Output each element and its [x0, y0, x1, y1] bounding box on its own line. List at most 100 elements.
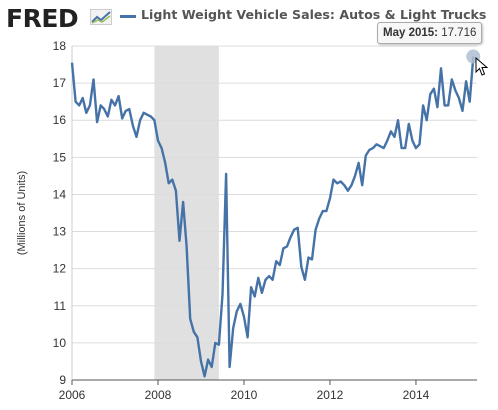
- data-point[interactable]: [353, 174, 356, 177]
- data-point[interactable]: [199, 360, 202, 363]
- data-point[interactable]: [81, 96, 84, 99]
- data-point[interactable]: [411, 139, 414, 142]
- data-point[interactable]: [361, 184, 364, 187]
- data-point[interactable]: [310, 258, 313, 261]
- data-point[interactable]: [85, 111, 88, 114]
- data-point[interactable]: [432, 87, 435, 90]
- data-point[interactable]: [457, 96, 460, 99]
- data-point[interactable]: [386, 139, 389, 142]
- data-point[interactable]: [285, 245, 288, 248]
- data-point[interactable]: [110, 98, 113, 101]
- data-point[interactable]: [221, 293, 224, 296]
- data-point[interactable]: [78, 104, 81, 107]
- data-point[interactable]: [203, 375, 206, 378]
- data-point[interactable]: [178, 239, 181, 242]
- data-point[interactable]: [138, 119, 141, 122]
- data-point[interactable]: [404, 146, 407, 149]
- data-point[interactable]: [447, 104, 450, 107]
- data-point[interactable]: [379, 145, 382, 148]
- data-point[interactable]: [454, 89, 457, 92]
- data-point[interactable]: [92, 78, 95, 81]
- data-point[interactable]: [332, 178, 335, 181]
- data-point[interactable]: [246, 336, 249, 339]
- data-point[interactable]: [328, 197, 331, 200]
- data-point[interactable]: [131, 124, 134, 127]
- data-point[interactable]: [257, 276, 260, 279]
- data-point[interactable]: [117, 95, 120, 98]
- data-point[interactable]: [146, 113, 149, 116]
- data-point[interactable]: [70, 61, 73, 64]
- data-point[interactable]: [149, 115, 152, 118]
- fred-logo[interactable]: FRED: [6, 4, 79, 33]
- series-line[interactable]: [70, 56, 475, 378]
- data-point[interactable]: [450, 78, 453, 81]
- data-point[interactable]: [192, 330, 195, 333]
- data-point[interactable]: [210, 365, 213, 368]
- data-point[interactable]: [207, 358, 210, 361]
- data-point[interactable]: [250, 286, 253, 289]
- data-point[interactable]: [436, 106, 439, 109]
- data-point[interactable]: [128, 107, 131, 110]
- data-point[interactable]: [289, 236, 292, 239]
- data-point[interactable]: [307, 256, 310, 259]
- data-point[interactable]: [468, 100, 471, 103]
- data-point[interactable]: [185, 245, 188, 248]
- data-point[interactable]: [153, 119, 156, 122]
- data-point[interactable]: [267, 274, 270, 277]
- data-point[interactable]: [364, 154, 367, 157]
- data-point[interactable]: [318, 217, 321, 220]
- data-point[interactable]: [214, 341, 217, 344]
- data-point[interactable]: [228, 365, 231, 368]
- data-point[interactable]: [264, 278, 267, 281]
- data-point[interactable]: [113, 104, 116, 107]
- data-point[interactable]: [368, 148, 371, 151]
- data-point[interactable]: [300, 265, 303, 268]
- data-point[interactable]: [239, 302, 242, 305]
- data-point[interactable]: [414, 146, 417, 149]
- data-point[interactable]: [135, 135, 138, 138]
- data-point[interactable]: [393, 135, 396, 138]
- data-point[interactable]: [174, 189, 177, 192]
- data-point[interactable]: [99, 104, 102, 107]
- data-point[interactable]: [275, 260, 278, 263]
- data-point[interactable]: [260, 291, 263, 294]
- data-point[interactable]: [429, 93, 432, 96]
- data-point[interactable]: [422, 104, 425, 107]
- data-point[interactable]: [167, 182, 170, 185]
- data-point[interactable]: [253, 295, 256, 298]
- data-point[interactable]: [217, 343, 220, 346]
- data-point[interactable]: [293, 228, 296, 231]
- data-point[interactable]: [371, 146, 374, 149]
- data-point[interactable]: [121, 117, 124, 120]
- data-point[interactable]: [439, 67, 442, 70]
- data-point[interactable]: [314, 228, 317, 231]
- data-point[interactable]: [282, 247, 285, 250]
- data-point[interactable]: [396, 119, 399, 122]
- data-point[interactable]: [343, 184, 346, 187]
- data-point[interactable]: [465, 80, 468, 83]
- data-point[interactable]: [232, 326, 235, 329]
- data-point[interactable]: [235, 310, 238, 313]
- data-point[interactable]: [375, 143, 378, 146]
- data-point[interactable]: [106, 115, 109, 118]
- data-point[interactable]: [278, 263, 281, 266]
- data-point[interactable]: [88, 104, 91, 107]
- data-point[interactable]: [400, 146, 403, 149]
- data-point[interactable]: [407, 122, 410, 125]
- data-point[interactable]: [164, 161, 167, 164]
- data-point[interactable]: [242, 315, 245, 318]
- data-point[interactable]: [160, 146, 163, 149]
- data-point[interactable]: [339, 180, 342, 183]
- data-point[interactable]: [103, 107, 106, 110]
- data-point[interactable]: [461, 109, 464, 112]
- data-point[interactable]: [443, 104, 446, 107]
- data-point[interactable]: [95, 120, 98, 123]
- data-point[interactable]: [350, 184, 353, 187]
- data-point[interactable]: [357, 161, 360, 164]
- data-point[interactable]: [271, 278, 274, 281]
- data-point[interactable]: [142, 111, 145, 114]
- data-point[interactable]: [196, 336, 199, 339]
- data-point[interactable]: [418, 143, 421, 146]
- data-point[interactable]: [425, 119, 428, 122]
